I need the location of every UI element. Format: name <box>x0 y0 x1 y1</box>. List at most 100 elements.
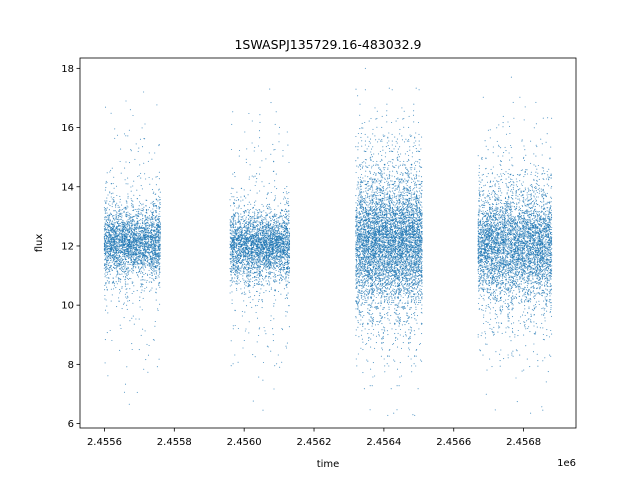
data-point <box>111 294 113 296</box>
data-point <box>109 329 111 332</box>
data-point <box>125 100 127 102</box>
data-point <box>231 242 233 245</box>
data-point <box>133 254 135 256</box>
data-point <box>128 232 130 234</box>
data-point <box>233 213 235 215</box>
data-point <box>250 274 252 276</box>
data-point <box>143 221 145 223</box>
data-point <box>256 192 258 194</box>
data-point <box>136 247 138 249</box>
data-point <box>116 233 118 235</box>
data-point <box>248 178 250 180</box>
data-point <box>138 235 140 237</box>
data-point <box>115 268 117 270</box>
data-point <box>142 239 144 241</box>
data-point <box>248 112 250 115</box>
data-point <box>159 271 161 274</box>
data-point <box>129 242 131 244</box>
data-point <box>120 230 122 232</box>
data-point <box>154 270 156 272</box>
data-point <box>257 221 259 223</box>
data-point <box>243 248 245 250</box>
data-point <box>127 183 129 185</box>
data-point <box>112 251 114 253</box>
data-point <box>159 262 161 264</box>
data-point <box>255 181 257 183</box>
data-point <box>124 222 126 224</box>
data-point <box>158 188 160 190</box>
data-point <box>127 278 129 281</box>
data-point <box>131 202 133 204</box>
data-point <box>106 286 108 288</box>
data-point <box>157 308 159 310</box>
data-point <box>142 328 144 330</box>
data-point <box>142 214 144 216</box>
data-point <box>128 218 130 220</box>
data-point <box>236 273 238 275</box>
data-point <box>254 211 256 213</box>
data-point <box>129 231 131 233</box>
data-point <box>125 281 127 283</box>
data-point <box>252 248 254 250</box>
data-point <box>244 258 247 260</box>
data-point <box>254 295 256 297</box>
data-point <box>137 208 140 210</box>
data-point <box>113 266 115 268</box>
data-point <box>233 224 235 226</box>
data-point <box>140 267 142 269</box>
data-point <box>247 259 249 261</box>
data-point <box>256 261 258 263</box>
data-point <box>149 265 151 267</box>
data-point <box>105 271 107 273</box>
data-point <box>116 265 118 267</box>
data-point <box>123 133 126 135</box>
data-point <box>256 271 258 273</box>
data-point <box>159 265 161 268</box>
data-point <box>140 256 142 258</box>
data-point <box>109 265 111 267</box>
data-point <box>155 299 157 301</box>
data-point <box>148 245 150 247</box>
data-point <box>105 231 108 233</box>
data-point <box>245 293 247 295</box>
data-point <box>259 262 261 264</box>
data-point <box>247 246 249 248</box>
data-point <box>136 290 138 292</box>
data-point <box>150 228 153 230</box>
data-point <box>138 267 140 269</box>
data-point <box>125 161 127 163</box>
data-point <box>237 276 239 278</box>
data-point <box>145 231 147 234</box>
data-point <box>113 187 115 189</box>
data-point <box>258 260 260 262</box>
data-point <box>258 328 260 330</box>
data-point <box>154 244 156 246</box>
data-point <box>106 197 108 199</box>
data-point <box>242 262 244 264</box>
data-point <box>121 262 123 264</box>
data-point <box>142 279 144 281</box>
data-point <box>256 304 258 307</box>
data-point <box>244 226 246 228</box>
data-point <box>104 189 106 191</box>
data-point <box>253 248 256 250</box>
data-point <box>131 230 133 233</box>
data-point <box>119 268 121 270</box>
data-point <box>129 263 131 265</box>
data-point <box>142 267 144 269</box>
data-point <box>139 208 141 210</box>
data-point <box>159 254 161 256</box>
data-point <box>126 366 128 368</box>
data-point <box>128 215 130 217</box>
data-point <box>136 258 138 260</box>
data-point <box>235 287 238 290</box>
data-point <box>240 256 243 258</box>
data-point <box>237 244 239 246</box>
data-point <box>254 283 256 285</box>
data-point <box>244 233 246 235</box>
data-point <box>107 312 109 314</box>
data-point <box>137 222 139 224</box>
data-point <box>114 210 116 212</box>
data-point <box>154 277 156 279</box>
data-point <box>248 255 250 257</box>
